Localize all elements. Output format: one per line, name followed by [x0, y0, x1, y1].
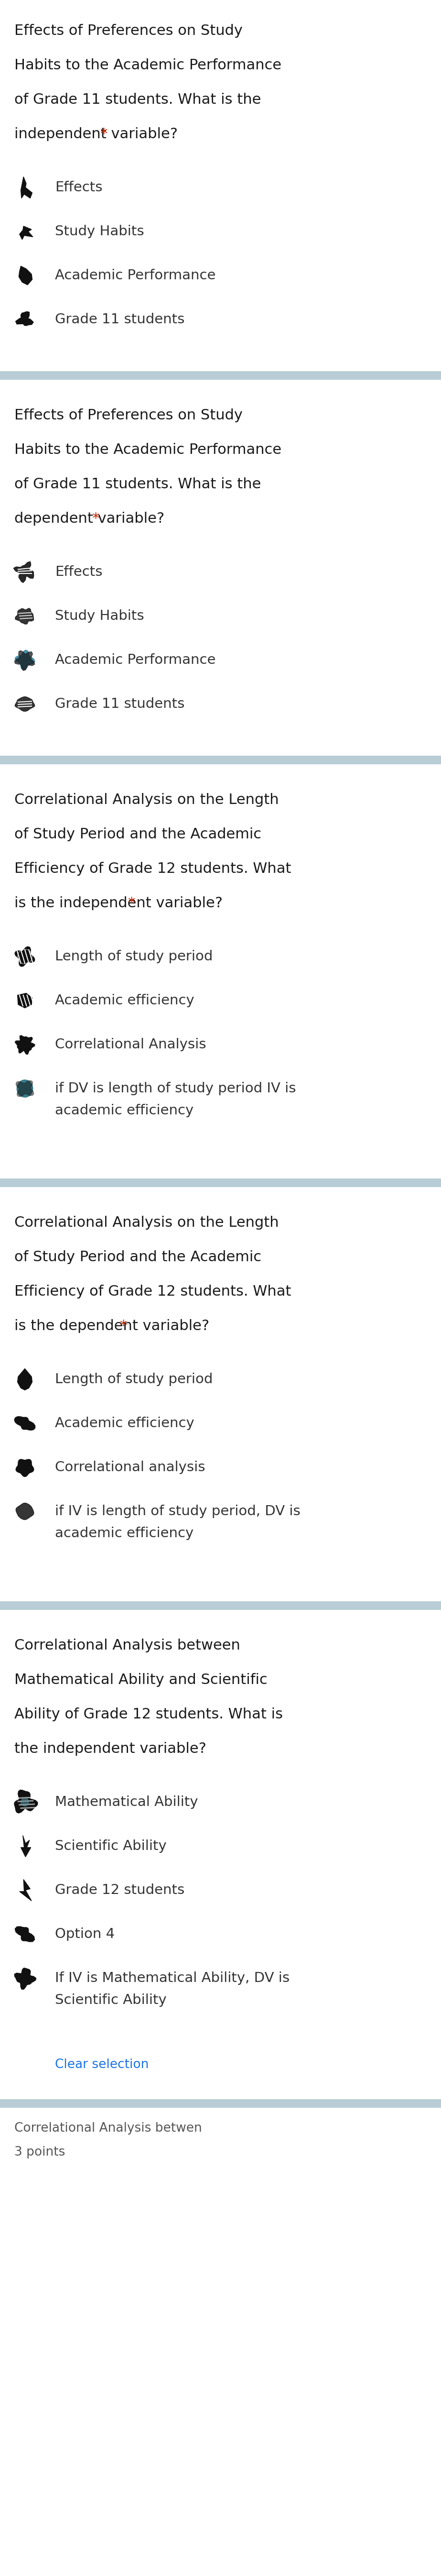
FancyBboxPatch shape: [0, 371, 441, 379]
Polygon shape: [15, 312, 34, 325]
Text: of Study Period and the Academic: of Study Period and the Academic: [15, 1249, 262, 1265]
Polygon shape: [21, 178, 32, 198]
Polygon shape: [17, 1079, 33, 1097]
Text: Academic Performance: Academic Performance: [55, 268, 216, 283]
Polygon shape: [15, 1417, 35, 1430]
Text: Grade 12 students: Grade 12 students: [55, 1883, 184, 1896]
FancyBboxPatch shape: [0, 1177, 441, 1188]
FancyBboxPatch shape: [0, 1602, 441, 1610]
Text: Scientific Ability: Scientific Ability: [55, 1994, 167, 2007]
Text: *: *: [92, 513, 99, 526]
Text: Grade 11 students: Grade 11 students: [55, 312, 185, 327]
Text: *: *: [120, 1319, 127, 1332]
Text: Effects of Preferences on Study: Effects of Preferences on Study: [15, 410, 243, 422]
Polygon shape: [16, 1079, 34, 1097]
Polygon shape: [18, 994, 32, 1007]
Text: is the dependent variable?: is the dependent variable?: [15, 1319, 214, 1332]
Text: Study Habits: Study Habits: [55, 224, 144, 237]
Text: Effects of Preferences on Study: Effects of Preferences on Study: [15, 23, 243, 39]
Polygon shape: [15, 696, 35, 711]
Text: Clear selection: Clear selection: [55, 2058, 149, 2071]
Text: Efficiency of Grade 12 students. What: Efficiency of Grade 12 students. What: [15, 863, 291, 876]
Polygon shape: [15, 649, 34, 670]
Polygon shape: [15, 1968, 36, 1989]
Polygon shape: [14, 562, 34, 582]
Text: Effects: Effects: [55, 564, 102, 580]
Text: Correlational Analysis betwen: Correlational Analysis betwen: [15, 2123, 202, 2136]
Text: Ability of Grade 12 students. What is: Ability of Grade 12 students. What is: [15, 1708, 283, 1721]
Text: dependent variable?: dependent variable?: [15, 513, 169, 526]
Text: independent variable?: independent variable?: [15, 126, 183, 142]
Text: Academic Performance: Academic Performance: [55, 654, 216, 667]
Text: If IV is Mathematical Ability, DV is: If IV is Mathematical Ability, DV is: [55, 1971, 290, 1986]
Text: *: *: [127, 896, 135, 909]
Polygon shape: [19, 227, 33, 240]
Text: 3 points: 3 points: [15, 2146, 65, 2159]
Polygon shape: [19, 265, 32, 286]
Text: Habits to the Academic Performance: Habits to the Academic Performance: [15, 443, 281, 456]
Text: Efficiency of Grade 12 students. What: Efficiency of Grade 12 students. What: [15, 1285, 291, 1298]
Text: Academic efficiency: Academic efficiency: [55, 994, 194, 1007]
Polygon shape: [15, 945, 35, 966]
Text: Academic efficiency: Academic efficiency: [55, 1417, 194, 1430]
Polygon shape: [19, 1880, 32, 1901]
Text: of Grade 11 students. What is the: of Grade 11 students. What is the: [15, 477, 261, 492]
Polygon shape: [15, 1036, 35, 1054]
Polygon shape: [15, 608, 34, 623]
Text: Study Habits: Study Habits: [55, 611, 144, 623]
Text: academic efficiency: academic efficiency: [55, 1528, 194, 1540]
Text: Mathematical Ability: Mathematical Ability: [55, 1795, 198, 1808]
Polygon shape: [18, 1368, 32, 1391]
FancyBboxPatch shape: [0, 755, 441, 765]
Text: Length of study period: Length of study period: [55, 1373, 213, 1386]
Text: of Grade 11 students. What is the: of Grade 11 students. What is the: [15, 93, 261, 106]
Text: if DV is length of study period IV is: if DV is length of study period IV is: [55, 1082, 296, 1095]
Polygon shape: [16, 1502, 34, 1520]
Text: the independent variable?: the independent variable?: [15, 1741, 206, 1757]
Circle shape: [21, 1798, 29, 1806]
Text: Correlational Analysis on the Length: Correlational Analysis on the Length: [15, 793, 279, 806]
FancyBboxPatch shape: [0, 2099, 441, 2107]
Text: if IV is length of study period, DV is: if IV is length of study period, DV is: [55, 1504, 300, 1517]
Text: Mathematical Ability and Scientific: Mathematical Ability and Scientific: [15, 1672, 267, 1687]
Polygon shape: [15, 652, 35, 670]
Polygon shape: [15, 1927, 35, 1942]
Text: is the independent variable?: is the independent variable?: [15, 896, 227, 909]
Text: Grade 11 students: Grade 11 students: [55, 698, 185, 711]
Text: *: *: [100, 126, 107, 142]
Text: Effects: Effects: [55, 180, 102, 193]
Polygon shape: [16, 1458, 34, 1476]
Polygon shape: [15, 1790, 37, 1814]
Text: Correlational Analysis on the Length: Correlational Analysis on the Length: [15, 1216, 279, 1229]
Text: Scientific Ability: Scientific Ability: [55, 1839, 167, 1852]
Polygon shape: [21, 1837, 31, 1857]
Text: of Study Period and the Academic: of Study Period and the Academic: [15, 827, 262, 842]
Text: academic efficiency: academic efficiency: [55, 1105, 194, 1118]
Text: Habits to the Academic Performance: Habits to the Academic Performance: [15, 59, 281, 72]
Text: Length of study period: Length of study period: [55, 951, 213, 963]
Text: Correlational Analysis between: Correlational Analysis between: [15, 1638, 240, 1651]
Text: Option 4: Option 4: [55, 1927, 115, 1940]
Text: Correlational analysis: Correlational analysis: [55, 1461, 205, 1473]
Text: Correlational Analysis: Correlational Analysis: [55, 1038, 206, 1051]
